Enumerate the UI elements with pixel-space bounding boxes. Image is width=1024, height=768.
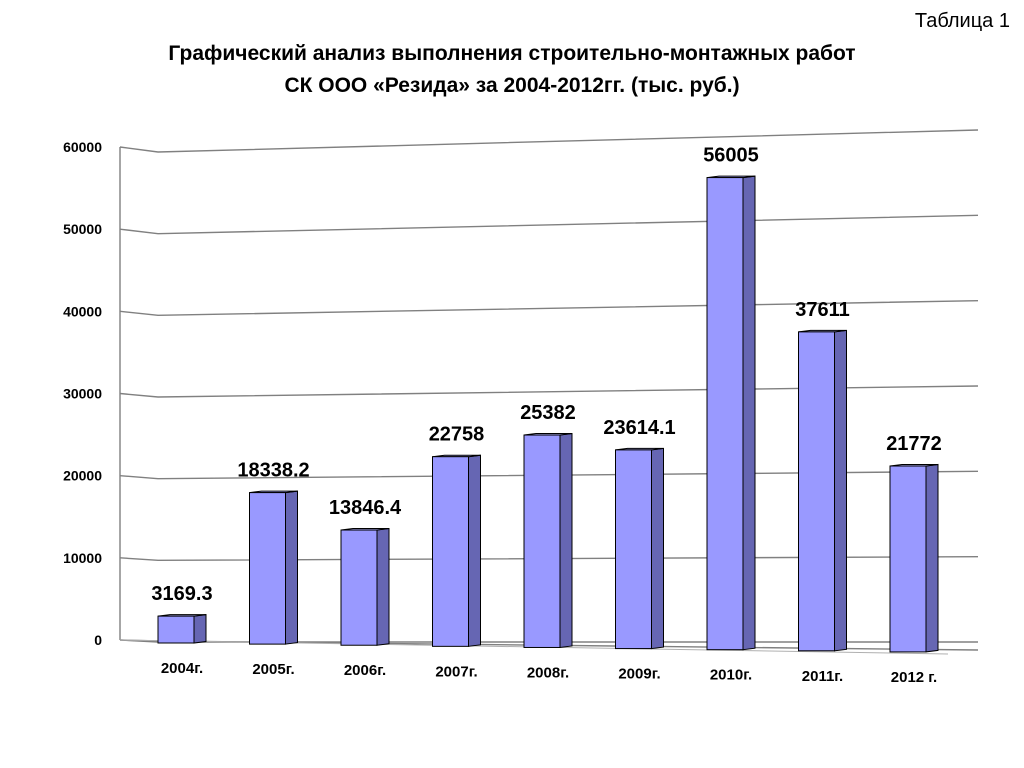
x-tick-label: 2012 г. xyxy=(891,669,937,686)
gridline xyxy=(119,214,979,235)
bar-side xyxy=(559,432,573,649)
y-tick-label: 10000 xyxy=(63,550,102,566)
bar-side xyxy=(285,490,298,645)
data-label: 13846.4 xyxy=(329,497,402,519)
bar-side xyxy=(651,447,664,650)
bars xyxy=(157,175,939,653)
bar xyxy=(615,449,652,650)
bar-side xyxy=(834,329,847,652)
chart-title: Графический анализ выполнения строительн… xyxy=(0,38,1024,102)
data-label: 21772 xyxy=(886,433,942,455)
data-label: 56005 xyxy=(703,145,759,167)
y-tick-label: 20000 xyxy=(63,468,102,484)
gridline xyxy=(119,555,979,562)
y-tick-label: 40000 xyxy=(63,303,102,319)
data-label: 37611 xyxy=(795,299,850,321)
chart-title-line-2: СК ООО «Резида» за 2004-2012гг. (тыс. ру… xyxy=(284,74,740,97)
x-axis-ticks: 2004г. 2005г. 2006г. 2007г. 2008г. 2009г. 2010… xyxy=(161,660,937,686)
data-labels: 3169.3 18338.2 13846.4 22758 25382 23614.1 560… xyxy=(151,145,941,606)
y-tick-label: 0 xyxy=(94,632,102,648)
bar-side xyxy=(925,463,939,653)
data-label: 3169.3 xyxy=(151,583,212,605)
bar xyxy=(249,492,286,645)
y-tick-label: 30000 xyxy=(63,386,102,402)
chart-title-line-1: Графический анализ выполнения строительн… xyxy=(168,42,856,65)
bar xyxy=(798,331,835,652)
bar xyxy=(432,456,469,647)
x-tick-label: 2011г. xyxy=(802,668,843,685)
bar xyxy=(523,434,561,648)
y-tick-label: 50000 xyxy=(63,221,102,237)
x-tick-label: 2004г. xyxy=(161,660,203,677)
table-number-label: Таблица 1 xyxy=(914,10,1010,32)
x-tick-label: 2006г. xyxy=(344,662,386,679)
bar-side xyxy=(376,527,390,646)
x-tick-label: 2009г. xyxy=(618,666,660,683)
gridline xyxy=(119,470,979,480)
gridline xyxy=(119,299,979,317)
data-label: 22758 xyxy=(429,424,485,446)
bar xyxy=(157,615,195,644)
bar-side xyxy=(468,454,481,647)
bar xyxy=(889,465,927,653)
bar-side xyxy=(193,614,207,644)
bar xyxy=(340,529,378,646)
x-tick-label: 2008г. xyxy=(527,664,569,681)
gridline xyxy=(119,129,979,153)
data-label: 18338.2 xyxy=(237,460,309,482)
y-axis-ticks: 0 10000 20000 30000 40000 50000 60000 xyxy=(63,139,102,648)
x-tick-label: 2005г. xyxy=(252,661,294,678)
data-label: 23614.1 xyxy=(603,417,675,439)
bar xyxy=(706,177,744,651)
bar-side xyxy=(742,175,756,651)
y-tick-label: 60000 xyxy=(63,139,102,155)
x-tick-label: 2007г. xyxy=(435,663,477,680)
data-label: 25382 xyxy=(520,402,576,424)
x-tick-label: 2010г. xyxy=(710,667,752,684)
gridline xyxy=(119,385,979,398)
